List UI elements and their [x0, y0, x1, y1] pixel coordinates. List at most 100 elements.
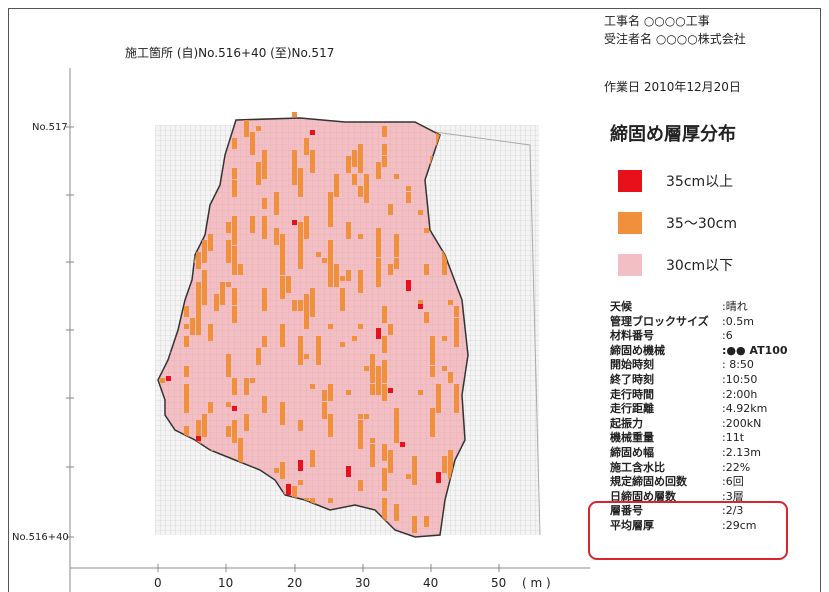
orange-cell — [442, 456, 447, 473]
work-date: 作業日 2010年12月20日 — [604, 80, 741, 94]
param-key: 走行時間 — [610, 387, 654, 401]
orange-cell — [376, 258, 381, 287]
orange-cell — [358, 414, 363, 419]
orange-cell — [370, 354, 375, 383]
orange-cell — [310, 450, 315, 467]
orange-cell — [262, 336, 267, 347]
red-cell — [166, 376, 171, 381]
orange-cell — [262, 150, 267, 179]
orange-cell — [232, 168, 237, 179]
y-axis-ticks — [66, 126, 74, 538]
orange-cell — [382, 126, 387, 137]
orange-cell — [394, 408, 399, 419]
orange-cell — [280, 402, 285, 425]
orange-cell — [274, 228, 279, 245]
param-value: :●● AT100 — [722, 343, 788, 357]
orange-cell — [304, 216, 309, 239]
x-unit-label: ( m ) — [522, 576, 551, 590]
orange-cell — [328, 384, 333, 401]
orange-cell — [262, 198, 267, 209]
orange-cell — [388, 264, 393, 275]
orange-cell — [412, 456, 417, 485]
orange-cell — [382, 336, 387, 353]
orange-cell — [436, 384, 441, 413]
param-value: :0.5m — [722, 314, 754, 328]
param-key: 締固め幅 — [610, 445, 654, 459]
orange-cell — [286, 276, 291, 293]
orange-cell — [250, 378, 255, 383]
orange-cell — [238, 264, 243, 275]
param-value: :6 — [722, 329, 733, 343]
orange-cell — [274, 468, 279, 473]
orange-cell — [184, 336, 189, 347]
orange-cell — [430, 408, 435, 437]
legend-label: 30cm以下 — [666, 258, 734, 274]
param-row: 走行距離:4.92km — [610, 402, 788, 417]
legend-item: 35cm以上 — [618, 170, 733, 192]
orange-cell — [370, 444, 375, 467]
param-row: 規定締固め回数:6回 — [610, 475, 788, 490]
orange-cell — [184, 366, 189, 377]
param-row: 開始時刻: 8:50 — [610, 358, 788, 373]
orange-cell — [226, 282, 231, 287]
orange-cell — [244, 414, 249, 431]
orange-cell — [232, 378, 237, 383]
red-cell — [376, 328, 381, 339]
param-row: 天候:晴れ — [610, 300, 788, 315]
orange-cell — [346, 390, 351, 395]
orange-cell — [232, 420, 237, 443]
param-key: 施工含水比 — [610, 460, 665, 474]
orange-cell — [394, 174, 399, 179]
legend-label: 35〜30cm — [666, 216, 737, 232]
x-tick-label: 20 — [287, 576, 303, 590]
orange-cell — [340, 276, 345, 281]
param-key: 天候 — [610, 300, 632, 313]
red-cell — [436, 472, 441, 483]
param-key: 管理ブロックサイズ — [610, 314, 709, 328]
orange-cell — [376, 228, 381, 257]
orange-cell — [406, 192, 411, 203]
orange-cell — [328, 498, 333, 503]
orange-cell — [208, 234, 213, 251]
orange-cell — [202, 270, 207, 281]
param-key: 走行距離 — [610, 402, 654, 416]
orange-cell — [442, 246, 447, 275]
layer-info-highlight — [588, 501, 788, 560]
orange-cell — [358, 324, 363, 329]
param-key: 機械重量 — [610, 431, 654, 445]
orange-cell — [424, 264, 429, 275]
param-row: 層番号:2/3 — [610, 504, 788, 519]
orange-cell — [358, 186, 363, 197]
thickness-map — [66, 68, 590, 592]
param-value: :29cm — [722, 518, 757, 532]
orange-cell — [280, 246, 285, 275]
orange-cell — [334, 174, 339, 197]
orange-cell — [328, 240, 333, 245]
orange-cell — [304, 234, 309, 239]
project-name: 工事名 ○○○○工事 — [604, 14, 710, 28]
orange-cell — [412, 516, 417, 533]
orange-cell — [394, 504, 399, 521]
orange-cell — [352, 150, 357, 167]
orange-cell — [304, 294, 309, 305]
param-row: 締固め幅:2.13m — [610, 446, 788, 461]
orange-cell — [184, 426, 189, 437]
orange-cell — [418, 390, 423, 395]
orange-cell — [232, 288, 237, 305]
orange-cell — [274, 192, 279, 215]
red-cell — [298, 460, 303, 471]
orange-cell — [196, 306, 201, 335]
orange-cell — [418, 300, 423, 305]
orange-cell — [424, 516, 429, 527]
orange-cell — [352, 174, 357, 185]
orange-cell — [394, 258, 399, 269]
x-tick-label: 50 — [491, 576, 507, 590]
orange-cell — [376, 366, 381, 395]
orange-cell — [184, 306, 189, 317]
param-value: :2:00h — [722, 387, 758, 401]
orange-cell — [340, 342, 345, 347]
orange-cell — [382, 444, 387, 461]
legend-swatch-orange — [618, 212, 642, 234]
orange-cell — [226, 354, 231, 377]
orange-cell — [304, 144, 309, 155]
